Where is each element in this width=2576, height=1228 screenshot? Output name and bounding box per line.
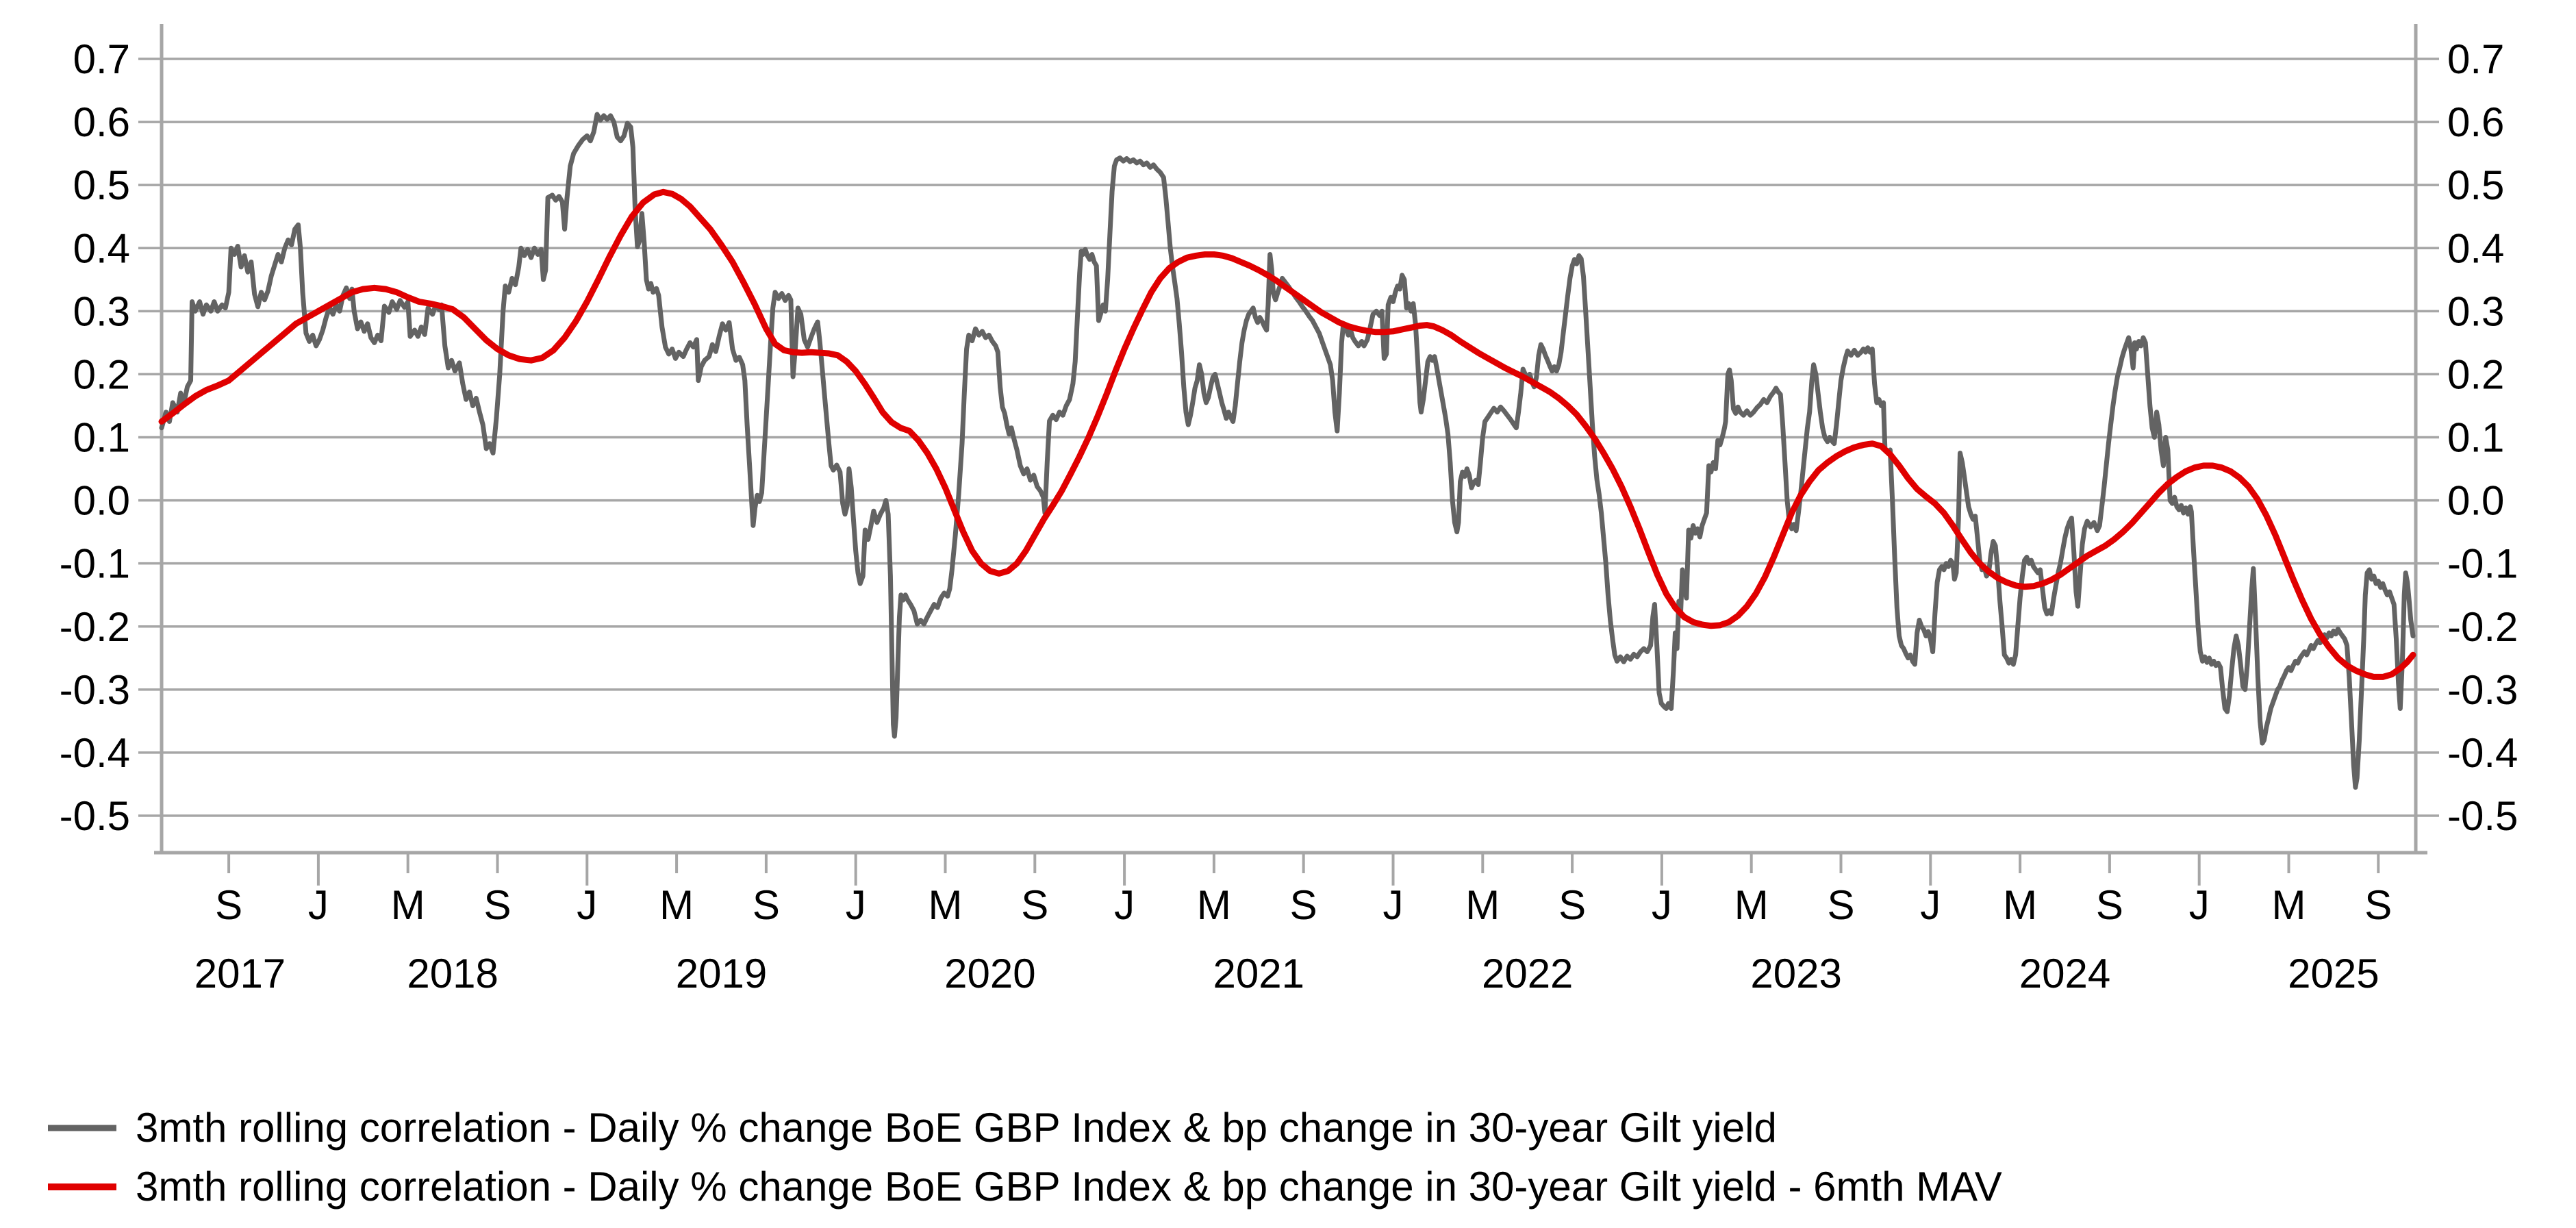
- x-axis-month-label: S: [1021, 882, 1048, 928]
- x-axis-month-label: J: [308, 882, 329, 928]
- y-axis-label-right: -0.4: [2447, 730, 2518, 776]
- y-axis-label-left: -0.5: [60, 793, 130, 839]
- y-axis-label-right: 0.7: [2447, 36, 2504, 82]
- x-axis-month-label: M: [1734, 882, 1769, 928]
- x-axis-month-label: S: [215, 882, 242, 928]
- x-axis-month-label: J: [1920, 882, 1941, 928]
- y-axis-label-left: -0.3: [60, 667, 130, 713]
- legend-label-correlation-mav: 3mth rolling correlation - Daily % chang…: [136, 1164, 2002, 1210]
- x-axis-year-label: 2021: [1213, 951, 1304, 997]
- x-axis-month-label: M: [2272, 882, 2306, 928]
- y-axis-label-left: 0.3: [73, 288, 130, 334]
- y-axis-label-right: -0.3: [2447, 667, 2518, 713]
- x-axis-month-label: M: [1197, 882, 1231, 928]
- y-axis-label-right: 0.2: [2447, 351, 2504, 397]
- y-axis-label-right: 0.0: [2447, 478, 2504, 524]
- y-axis-label-left: 0.7: [73, 36, 130, 82]
- x-axis-month-label: J: [1383, 882, 1404, 928]
- y-axis-label-right: 0.1: [2447, 415, 2504, 461]
- x-axis-month-label: M: [659, 882, 694, 928]
- x-axis-month-label: S: [483, 882, 511, 928]
- y-axis-label-right: -0.2: [2447, 604, 2518, 650]
- y-axis-label-right: -0.1: [2447, 541, 2518, 587]
- x-axis-month-label: S: [753, 882, 780, 928]
- y-axis-label-left: 0.6: [73, 99, 130, 145]
- y-axis-label-left: -0.1: [60, 541, 130, 587]
- x-axis-month-label: M: [1465, 882, 1500, 928]
- legend-item-correlation: 3mth rolling correlation - Daily % chang…: [48, 1104, 1777, 1151]
- x-axis-year-label: 2017: [194, 951, 286, 997]
- x-axis-year-label: 2018: [407, 951, 498, 997]
- legend-item-correlation-mav: 3mth rolling correlation - Daily % chang…: [48, 1163, 2002, 1210]
- x-axis-month-label: M: [929, 882, 963, 928]
- x-axis-year-label: 2020: [944, 951, 1035, 997]
- legend-label-correlation: 3mth rolling correlation - Daily % chang…: [136, 1105, 1777, 1151]
- x-axis-month-label: J: [846, 882, 866, 928]
- y-axis-label-right: 0.6: [2447, 99, 2504, 145]
- x-axis-month-label: J: [2189, 882, 2210, 928]
- series-line-correlation: [159, 112, 2416, 790]
- x-axis-month-label: J: [1114, 882, 1135, 928]
- x-axis-year-label: 2023: [1750, 951, 1841, 997]
- x-axis-month-label: J: [577, 882, 597, 928]
- x-axis-year-label: 2024: [2019, 951, 2110, 997]
- x-axis-month-label: M: [391, 882, 425, 928]
- x-axis-month-label: S: [2364, 882, 2392, 928]
- x-axis-year-label: 2019: [676, 951, 767, 997]
- y-axis-label-left: 0.5: [73, 162, 130, 208]
- x-axis-month-label: M: [2003, 882, 2037, 928]
- y-axis-label-left: -0.4: [60, 730, 130, 776]
- legend-swatch-gray-line: [48, 1125, 116, 1131]
- y-axis-label-left: 0.2: [73, 351, 130, 397]
- y-axis-label-left: 0.1: [73, 415, 130, 461]
- y-axis-label-right: -0.5: [2447, 793, 2518, 839]
- x-axis-month-label: J: [1652, 882, 1672, 928]
- y-axis-label-left: 0.0: [73, 478, 130, 524]
- y-axis-label-left: -0.2: [60, 604, 130, 650]
- x-axis-month-label: S: [1827, 882, 1854, 928]
- y-axis-label-right: 0.4: [2447, 225, 2504, 271]
- x-axis-month-label: S: [2096, 882, 2123, 928]
- x-axis-year-label: 2025: [2288, 951, 2379, 997]
- x-axis-month-label: S: [1290, 882, 1317, 928]
- legend-swatch-red-line: [48, 1183, 116, 1190]
- y-axis-label-right: 0.3: [2447, 288, 2504, 334]
- series-line-correlation-6mth-mav: [158, 188, 2416, 680]
- y-axis-label-left: 0.4: [73, 225, 130, 271]
- y-axis-label-right: 0.5: [2447, 162, 2504, 208]
- x-axis-year-label: 2022: [1482, 951, 1573, 997]
- x-axis-month-label: S: [1558, 882, 1586, 928]
